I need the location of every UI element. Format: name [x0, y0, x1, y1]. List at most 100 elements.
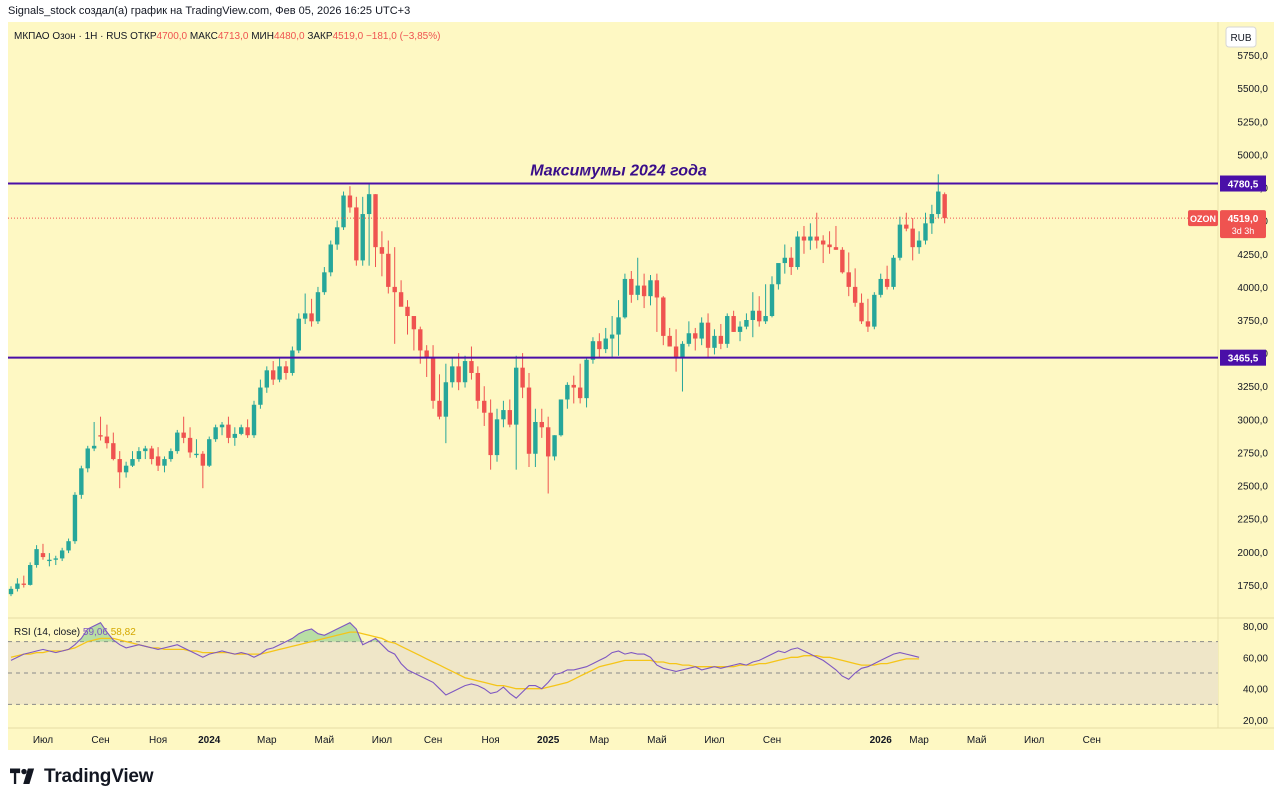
candle-down	[654, 280, 660, 298]
last-price-tag	[1220, 210, 1266, 239]
candle-down	[507, 410, 513, 425]
time-tick-label: Май	[315, 735, 335, 746]
candle-up	[590, 341, 596, 360]
currency-button[interactable]: RUB	[1225, 26, 1257, 48]
candle-down	[827, 244, 832, 248]
candle-up	[680, 343, 685, 359]
candle-up	[558, 399, 564, 436]
candle-down	[226, 424, 231, 438]
candle-down	[187, 437, 193, 453]
candle-up	[258, 387, 263, 405]
candle-up	[302, 313, 308, 319]
candle-down	[667, 335, 672, 347]
chart-caption: Signals_stock создал(а) график на Tradin…	[8, 5, 411, 17]
candle-down	[814, 236, 819, 241]
candle-down	[309, 313, 314, 322]
candle-down	[475, 372, 481, 401]
candle-up	[15, 583, 20, 589]
time-tick-label: 2024	[198, 735, 221, 746]
candle-up	[341, 195, 346, 228]
candle-up	[776, 263, 781, 285]
candle-down	[884, 278, 890, 287]
candle-up	[66, 541, 71, 551]
level-price-label: 4780,5	[1228, 180, 1259, 191]
candle-up	[635, 285, 640, 295]
candle-down	[149, 448, 154, 460]
candle-up	[782, 257, 787, 264]
symbol-legend[interactable]: МКПАО Озон · 1Н · RUS ОТКР4700,0 МАКС471…	[14, 31, 440, 42]
time-tick-label: Ноя	[149, 735, 167, 746]
candle-down	[661, 297, 666, 336]
candle-down	[597, 341, 602, 350]
candle-up	[296, 318, 301, 351]
candle-up	[923, 223, 928, 241]
level-price-tag	[1220, 349, 1266, 366]
candle-down	[820, 240, 826, 245]
chart-frame[interactable]: 1750,0 2000,0 2250,0 2500,0 2750,0 3000,0 3250…	[8, 22, 1274, 750]
candle-up	[251, 404, 257, 436]
candle-down	[904, 224, 909, 229]
candle-down	[405, 306, 410, 317]
candle-up	[584, 359, 589, 399]
time-tick-label: Май	[967, 735, 987, 746]
time-tick-label: 2026	[870, 735, 893, 746]
chart-canvas[interactable]: 1750,0 2000,0 2250,0 2500,0 2750,0 3000,0 3250…	[8, 22, 1274, 750]
candle-down	[629, 278, 634, 295]
candle-down	[392, 286, 397, 293]
candle-down	[469, 361, 474, 373]
candle-up	[872, 294, 877, 327]
candle-up	[8, 588, 14, 595]
rsi-tick-label: 80,00	[1243, 622, 1268, 633]
time-tick-label: 2025	[537, 735, 560, 746]
time-tick-label: Сен	[763, 735, 781, 746]
candle-down	[424, 350, 429, 359]
candle-down	[181, 432, 186, 438]
candle-up	[462, 361, 468, 383]
candle-down	[731, 316, 736, 332]
candle-up	[878, 278, 883, 295]
candle-up	[494, 419, 500, 456]
symbol-legend-text: МКПАО Озон · 1Н · RUS ОТКР4700,0 МАКС471…	[14, 31, 440, 42]
candles	[8, 174, 947, 597]
candle-up	[91, 445, 97, 449]
time-tick-label: Июл	[372, 735, 392, 746]
time-tick-label: Июл	[1024, 735, 1044, 746]
price-tick-label: 3750,0	[1237, 316, 1268, 327]
candle-up	[514, 367, 519, 425]
candle-up	[929, 214, 935, 224]
candle-up	[85, 448, 90, 469]
price-axis-background	[1218, 22, 1274, 728]
time-tick-label: Июл	[704, 735, 724, 746]
rsi-legend[interactable]: RSI (14, close) 59,06 58,82	[14, 627, 136, 638]
candle-down	[379, 247, 385, 254]
level-annotation: Максимумы 2024 года	[530, 163, 707, 180]
candle-up	[750, 310, 756, 320]
bar-countdown-label: 3d 3h	[1232, 226, 1255, 236]
candle-up	[616, 317, 621, 335]
candle-down	[693, 333, 698, 339]
candle-up	[315, 292, 321, 322]
candle-down	[155, 456, 161, 466]
candle-up	[143, 448, 148, 452]
candle-down	[520, 367, 525, 388]
candle-down	[673, 346, 679, 359]
candle-up	[136, 451, 142, 460]
candle-up	[686, 333, 692, 344]
candle-up	[219, 424, 225, 428]
candle-down	[577, 387, 583, 399]
candle-down	[859, 302, 864, 322]
candle-down	[386, 253, 391, 287]
candle-down	[437, 400, 442, 417]
tradingview-logo[interactable]: TradingView	[10, 766, 154, 788]
candle-up	[175, 432, 180, 452]
price-tick-label: 3000,0	[1237, 415, 1268, 426]
candle-down	[852, 286, 858, 303]
candle-down	[200, 453, 206, 466]
candle-up	[763, 316, 768, 322]
candle-down	[373, 194, 378, 248]
candle-down	[456, 366, 461, 383]
candle-down	[117, 459, 122, 473]
rsi-tick-label: 20,00	[1243, 716, 1268, 727]
candle-down	[539, 421, 544, 428]
candle-up	[360, 214, 365, 261]
